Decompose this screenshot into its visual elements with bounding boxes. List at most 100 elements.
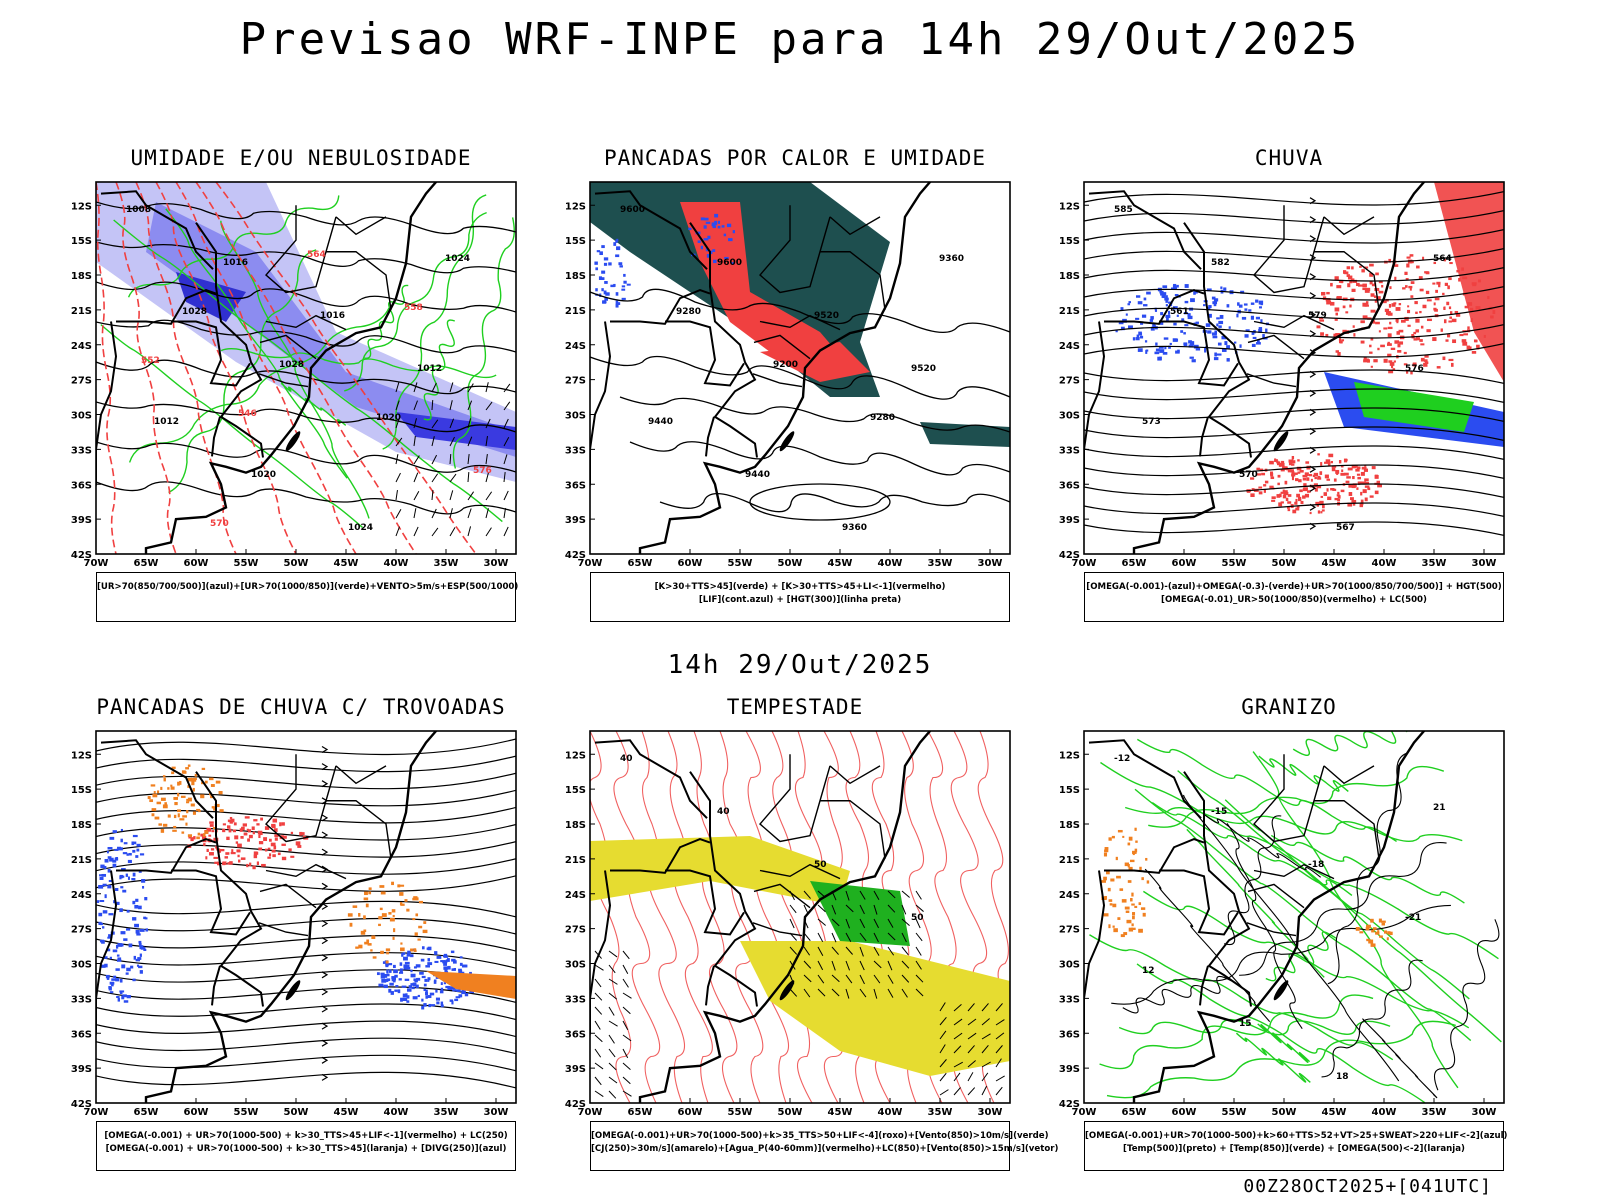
lif-contour bbox=[603, 257, 609, 261]
omega-500-area bbox=[1377, 930, 1380, 933]
divg-250-area bbox=[425, 989, 428, 994]
thunderstorm-area bbox=[244, 816, 250, 819]
lat-label: 27S bbox=[71, 376, 92, 387]
wind-vector bbox=[485, 454, 488, 465]
divg-250-area bbox=[135, 929, 140, 934]
omega-001-area bbox=[1226, 304, 1230, 308]
divg-250-area bbox=[406, 966, 411, 970]
thunderstorm-area bbox=[235, 841, 239, 844]
omega-500-area bbox=[1132, 850, 1137, 854]
omega-001-area bbox=[1167, 301, 1173, 304]
omega-001-area bbox=[1207, 330, 1212, 334]
omega-ur-area bbox=[1433, 302, 1436, 306]
temp-850-contour bbox=[1151, 802, 1353, 897]
wind-vector bbox=[981, 1044, 989, 1054]
lc-850-streamline bbox=[977, 731, 1010, 1076]
omega-001-area bbox=[1218, 325, 1222, 328]
omega-ur-area bbox=[1334, 318, 1338, 321]
k-tts-area bbox=[160, 786, 163, 790]
temp-500-contour bbox=[1327, 752, 1409, 985]
omega-001-area bbox=[1128, 301, 1131, 304]
divg-250-area bbox=[452, 960, 457, 964]
omega-ur-area bbox=[1362, 287, 1367, 291]
omega-ur-area bbox=[1442, 292, 1445, 296]
omega-ur-area bbox=[1410, 295, 1414, 298]
omega-001-area bbox=[1154, 309, 1158, 312]
temp-500-contour bbox=[1362, 1018, 1438, 1099]
lat-label: 12S bbox=[1059, 750, 1080, 761]
wind-vector bbox=[901, 960, 910, 969]
divg-250-area bbox=[443, 966, 448, 970]
lat-label: 21S bbox=[71, 306, 92, 317]
divg-250-area bbox=[102, 883, 107, 887]
wind-vector bbox=[485, 508, 489, 519]
contour-label: 1016 bbox=[320, 311, 345, 321]
omega-500-area bbox=[1355, 926, 1360, 931]
thunderstorm-area bbox=[288, 848, 292, 852]
wind-vector bbox=[967, 1087, 976, 1096]
divg-250-area bbox=[401, 952, 404, 957]
wind-vector bbox=[467, 471, 470, 483]
humidity-1000-850-contour bbox=[452, 217, 515, 469]
omega-500-area bbox=[1132, 915, 1135, 920]
thunderstorm-area bbox=[222, 823, 226, 826]
k-tts-area bbox=[371, 935, 376, 939]
lat-label: 27S bbox=[1059, 376, 1080, 387]
lat-label: 30S bbox=[71, 960, 92, 971]
omega-001-area bbox=[1164, 297, 1169, 301]
omega-500-area bbox=[1375, 931, 1380, 935]
wind-vector bbox=[622, 1020, 629, 1031]
forecast-map: 9600960095209520944094409360936092809200… bbox=[565, 181, 1011, 569]
divg-250-area bbox=[139, 853, 145, 856]
thunderstorm-area bbox=[210, 848, 215, 851]
lat-label: 21S bbox=[565, 306, 586, 317]
wind-vector bbox=[485, 527, 492, 537]
legend-line: [Temp(500)](preto) + [Temp(850)](verde) … bbox=[1123, 1144, 1465, 1154]
k-tts-area bbox=[415, 913, 419, 917]
omega-ur-area bbox=[1341, 339, 1345, 342]
state-border bbox=[258, 922, 309, 937]
contour-label: 50 bbox=[814, 860, 827, 870]
wind-vector bbox=[485, 401, 493, 411]
omega-ur-area bbox=[1256, 467, 1260, 471]
lon-label: 55W bbox=[234, 1107, 259, 1118]
omega-ur-area bbox=[1369, 495, 1374, 498]
lat-label: 39S bbox=[1059, 1064, 1080, 1075]
omega-001-area bbox=[1176, 314, 1179, 317]
lc-250-streamline bbox=[96, 1020, 516, 1038]
omega-500-area bbox=[1134, 905, 1138, 909]
omega-500-area bbox=[1126, 919, 1132, 924]
omega-ur-area bbox=[1340, 472, 1345, 476]
omega-ur-area bbox=[1384, 308, 1390, 312]
k-tts-area bbox=[389, 917, 395, 922]
omega-001-area bbox=[1258, 300, 1264, 305]
omega-001-area bbox=[1150, 316, 1154, 320]
thunderstorm-area bbox=[252, 865, 256, 870]
omega-ur-area bbox=[1404, 271, 1408, 275]
divg-250-area bbox=[451, 968, 456, 971]
contour-label: 561 bbox=[1170, 307, 1189, 317]
wind-vector bbox=[967, 1072, 974, 1082]
thunderstorm-area bbox=[277, 852, 281, 856]
lat-label: 33S bbox=[565, 445, 586, 456]
contour-label: -12 bbox=[1114, 754, 1130, 764]
wind-vector bbox=[622, 1090, 632, 1097]
omega-ur-area bbox=[1317, 453, 1320, 456]
omega-500-area bbox=[1108, 924, 1111, 929]
omega-ur-area bbox=[1297, 471, 1301, 474]
omega-ur-area bbox=[1370, 337, 1374, 341]
lif-contour bbox=[703, 225, 707, 229]
country-border bbox=[1088, 190, 1202, 270]
divg-250-area bbox=[98, 912, 103, 917]
omega-ur-area bbox=[1433, 261, 1437, 265]
flow-arrow bbox=[1309, 503, 1317, 511]
divg-250-area bbox=[452, 989, 457, 992]
k-tts-area bbox=[418, 900, 424, 904]
divg-250-area bbox=[380, 972, 385, 975]
omega-ur-area bbox=[1440, 328, 1443, 332]
contour-label: 582 bbox=[1211, 258, 1230, 268]
omega-ur-area bbox=[1381, 284, 1384, 288]
divg-250-area bbox=[458, 994, 463, 998]
k-tts-area bbox=[177, 793, 180, 797]
lon-label: 60W bbox=[678, 558, 703, 569]
